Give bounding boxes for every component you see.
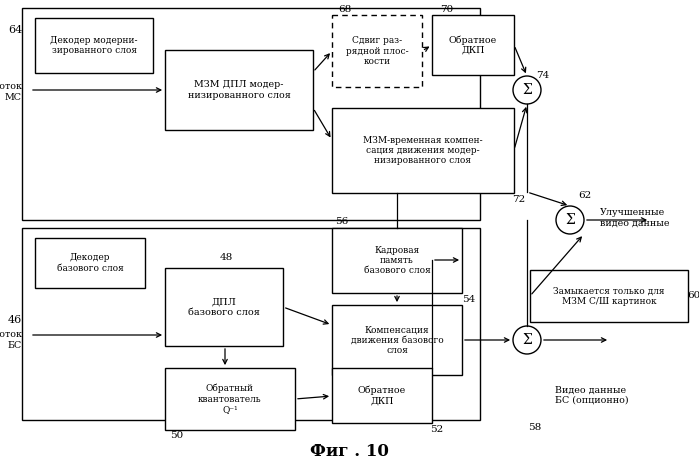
Text: Обратный
квантователь
Q⁻¹: Обратный квантователь Q⁻¹ xyxy=(199,384,262,414)
Text: Поток
БС: Поток БС xyxy=(0,330,22,350)
Text: Обратное
ДКП: Обратное ДКП xyxy=(358,385,406,405)
Text: 54: 54 xyxy=(462,295,475,304)
Text: Декодер
базового слоя: Декодер базового слоя xyxy=(57,254,124,273)
Bar xyxy=(530,270,688,322)
Text: Кадровая
память
базового слоя: Кадровая память базового слоя xyxy=(363,246,431,275)
Text: 74: 74 xyxy=(536,70,549,80)
Text: Декодер модерни-
зированного слоя: Декодер модерни- зированного слоя xyxy=(50,36,138,55)
Bar xyxy=(332,15,422,87)
Text: 60: 60 xyxy=(687,292,699,301)
Text: 46: 46 xyxy=(8,315,22,325)
Text: Сдвиг раз-
рядной плос-
кости: Сдвиг раз- рядной плос- кости xyxy=(346,36,408,66)
Text: ДПЛ
базового слоя: ДПЛ базового слоя xyxy=(188,297,260,317)
Text: Улучшенные
видео данные: Улучшенные видео данные xyxy=(600,208,670,228)
Text: Замыкается только для
МЗМ С/Ш картинок: Замыкается только для МЗМ С/Ш картинок xyxy=(553,286,665,306)
Bar xyxy=(35,18,153,73)
Bar xyxy=(22,8,480,220)
Text: 52: 52 xyxy=(430,425,443,434)
Bar xyxy=(332,368,432,423)
Text: Σ: Σ xyxy=(565,213,575,227)
Text: Компенсация
движения базового
слоя: Компенсация движения базового слоя xyxy=(351,325,443,355)
Text: 72: 72 xyxy=(512,196,525,205)
Text: Обратное
ДКП: Обратное ДКП xyxy=(449,35,497,55)
Text: Поток
MС: Поток MС xyxy=(0,82,22,102)
Text: 62: 62 xyxy=(578,191,591,199)
Text: 64: 64 xyxy=(8,25,22,35)
Bar xyxy=(332,108,514,193)
Bar xyxy=(35,238,145,288)
Text: Фиг . 10: Фиг . 10 xyxy=(310,444,389,460)
Bar xyxy=(332,305,462,375)
Text: 56: 56 xyxy=(335,218,348,226)
Bar xyxy=(432,15,514,75)
Text: МЗМ ДПЛ модер-
низированного слоя: МЗМ ДПЛ модер- низированного слоя xyxy=(187,80,291,100)
Text: 70: 70 xyxy=(440,6,453,14)
Bar xyxy=(22,228,480,420)
Bar xyxy=(165,50,313,130)
Text: Σ: Σ xyxy=(522,333,532,347)
Text: МЗМ-временная компен-
сация движения модер-
низированного слоя: МЗМ-временная компен- сация движения мод… xyxy=(363,136,483,165)
Bar xyxy=(332,228,462,293)
Text: Видео данные
БС (опционно): Видео данные БС (опционно) xyxy=(555,385,628,404)
Text: 68: 68 xyxy=(338,6,352,14)
Bar xyxy=(165,368,295,430)
Text: 48: 48 xyxy=(220,254,233,262)
Text: 58: 58 xyxy=(528,424,541,432)
Text: Σ: Σ xyxy=(522,83,532,97)
Bar xyxy=(165,268,283,346)
Text: 50: 50 xyxy=(170,431,183,439)
